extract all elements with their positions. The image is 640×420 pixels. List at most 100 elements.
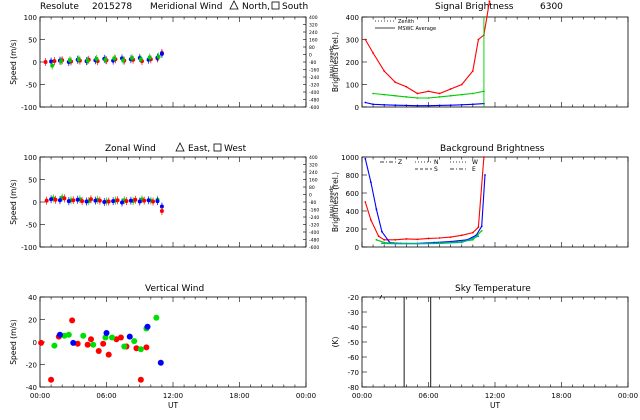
signal-y-label: Brightness (rel.) xyxy=(331,32,340,92)
signal-subtitle: 6300 xyxy=(540,2,563,12)
signal-series-point xyxy=(364,38,367,41)
signal-series-point xyxy=(427,90,430,93)
background-y-tick-label: 600 xyxy=(346,190,359,198)
meridional-series-point xyxy=(103,57,108,62)
background-legend: Z N S W E xyxy=(380,159,478,173)
meridional-series-point xyxy=(94,56,99,61)
background-series-point xyxy=(460,241,463,244)
vertical-series-point xyxy=(117,334,124,341)
meridional-series-point xyxy=(112,56,117,61)
signal-series-point xyxy=(449,94,452,97)
background-y-tick-label: 400 xyxy=(346,208,359,216)
meridional-series-point xyxy=(147,55,152,60)
vertical-series-point xyxy=(84,341,91,348)
vertical-series-point xyxy=(69,317,76,324)
signal-series-point xyxy=(438,104,441,107)
background-brightness-panel: 1000 800 600 400 200 0 Brightness (rel.) xyxy=(331,154,629,252)
background-series-line xyxy=(364,156,485,241)
vertical-title: Vertical Wind xyxy=(145,284,204,294)
zonal-y2-tick-label: 400 xyxy=(309,155,318,161)
meridional-series-point xyxy=(121,58,126,63)
zonal-series-point xyxy=(62,196,67,201)
zonal-y2-tick-label: 80 xyxy=(309,185,315,191)
signal-series-point xyxy=(416,92,419,95)
zonal-series-point xyxy=(155,199,160,204)
signal-series-line xyxy=(365,101,484,107)
signal-series-point xyxy=(449,104,452,107)
vertical-series-point xyxy=(121,343,128,350)
signal-series-line xyxy=(364,1,491,95)
background-legend-z: Z xyxy=(398,159,402,166)
background-series-point xyxy=(375,208,378,211)
zonal-series-point xyxy=(57,198,62,203)
vertical-series-point xyxy=(102,334,109,341)
signal-series-point xyxy=(364,101,367,104)
meridional-series-point xyxy=(59,59,64,64)
signal-brightness-panel: 400 300 200 100 0 Brightness (rel.) xyxy=(331,0,629,112)
vertical-y-tick-label: -20 xyxy=(26,362,37,370)
signal-series-point xyxy=(383,70,386,72)
zonal-y2-tick-label: -320 xyxy=(309,223,319,229)
sky-x-tick-label: 18:00 xyxy=(551,392,571,400)
zonal-y2-tick-label: -480 xyxy=(309,238,319,244)
sky-y-tick-label: -80 xyxy=(348,384,359,392)
meridional-y-tick-label: -50 xyxy=(26,82,37,90)
zonal-y-tick-label: 100 xyxy=(24,154,37,162)
vertical-series-point xyxy=(56,331,63,338)
meridional-y2-tick-label: -400 xyxy=(309,90,319,96)
meridional-y-tick-label: -100 xyxy=(21,104,37,112)
signal-y-tick-label: 0 xyxy=(355,104,359,112)
vertical-series-point xyxy=(70,339,77,346)
signal-series-point xyxy=(405,104,408,107)
meridional-series-point xyxy=(156,54,161,59)
background-series-point xyxy=(364,157,367,160)
meridional-y2-tick-label: 400 xyxy=(309,15,318,21)
background-series-point xyxy=(477,235,480,238)
date-code: 2015278 xyxy=(92,2,132,12)
signal-series-point xyxy=(460,103,463,106)
zonal-y2-tick-label: -240 xyxy=(309,215,319,221)
zonal-y2-tick-label: -600 xyxy=(309,245,319,251)
zonal-series-point xyxy=(49,197,54,202)
zonal-y2-tick-label: 0 xyxy=(309,193,312,199)
zonal-series-point xyxy=(151,199,156,204)
sky-x-label: UT xyxy=(490,401,500,410)
vertical-series-point xyxy=(90,341,97,348)
meridional-y2-tick-label: 160 xyxy=(309,38,318,44)
vertical-x-label: UT xyxy=(168,401,178,410)
zonal-series-point xyxy=(44,198,49,203)
vertical-wind-panel: 40 20 0 -20 -40 Speed (m/s) 00:00 06:00 12:00 18:… xyxy=(9,294,316,410)
signal-series-point xyxy=(477,38,480,41)
sky-frame xyxy=(361,296,629,388)
zonal-series-point xyxy=(111,199,116,204)
signal-series-point xyxy=(416,97,419,99)
background-series-point xyxy=(405,238,408,240)
vertical-y-tick-label: 20 xyxy=(28,317,37,325)
vertical-series-point xyxy=(51,342,58,349)
vertical-series-point xyxy=(100,340,107,347)
meridional-y2-tick-label: -80 xyxy=(309,60,316,66)
zonal-series-point xyxy=(75,197,80,202)
signal-series-point xyxy=(449,88,452,90)
background-series-point xyxy=(416,238,419,241)
background-series-point xyxy=(383,238,386,241)
zonal-series-point xyxy=(106,199,111,204)
sky-x-tick-label: 06:00 xyxy=(418,392,438,400)
zonal-series-point xyxy=(133,197,138,202)
background-series-point xyxy=(416,242,419,245)
sky-temperature-panel: -20 -30 -40 -50 -60 -70 -80 (K) 00:00 06:00 12:00 1… xyxy=(331,294,638,410)
meridional-series-point xyxy=(76,57,81,62)
vertical-x-tick-label: 00:00 xyxy=(296,392,316,400)
zonal-series-point xyxy=(88,197,93,202)
sky-y-tick-label: -60 xyxy=(348,354,359,362)
zonal-series-point xyxy=(66,199,71,204)
background-series-line xyxy=(364,158,486,244)
signal-y-tick-label: 300 xyxy=(346,37,359,45)
meridional-y2-tick-label: -240 xyxy=(309,75,319,81)
signal-series-point xyxy=(394,81,397,84)
zonal-series-point xyxy=(128,198,133,203)
vertical-y-tick-label: 40 xyxy=(28,294,37,302)
vertical-series-point xyxy=(153,314,160,321)
sky-title: Sky Temperature xyxy=(455,284,531,294)
meridional-series-point xyxy=(138,57,143,62)
